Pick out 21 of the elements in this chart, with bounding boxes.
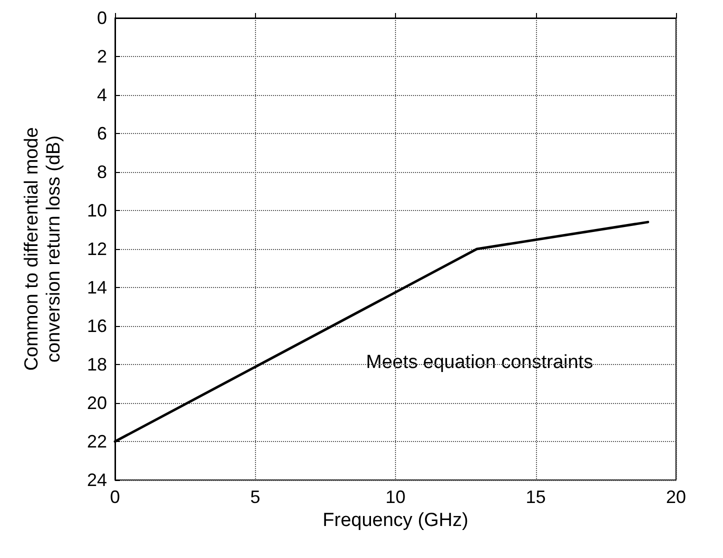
y-tick-label: 22 <box>86 432 107 452</box>
y-axis-title: Common to differential mode conversion return loss (dB) <box>22 127 64 371</box>
y-tick-label: 24 <box>86 470 107 490</box>
y-tick-label: 4 <box>96 85 107 105</box>
y-tick-label: 12 <box>86 239 107 259</box>
y-tick-label: 0 <box>96 8 107 28</box>
y-tick-label: 8 <box>96 162 107 182</box>
x-tick-label: 5 <box>250 487 260 507</box>
y-tick-label: 18 <box>86 354 107 374</box>
y-tick-label: 14 <box>86 278 107 298</box>
y-tick-label: 2 <box>96 46 107 66</box>
annotation: Meets equation constraints <box>366 352 594 373</box>
x-axis-title: Frequency (GHz) <box>322 510 468 531</box>
x-tick-label: 0 <box>110 487 120 507</box>
y-tick-label: 16 <box>86 316 107 336</box>
y-tick-label: 6 <box>96 124 107 144</box>
x-tick-label: 15 <box>526 487 546 507</box>
y-tick-label: 20 <box>86 393 107 413</box>
x-tick-label: 10 <box>385 487 406 507</box>
y-tick-label: 10 <box>86 200 107 220</box>
x-tick-label: 20 <box>666 487 686 507</box>
